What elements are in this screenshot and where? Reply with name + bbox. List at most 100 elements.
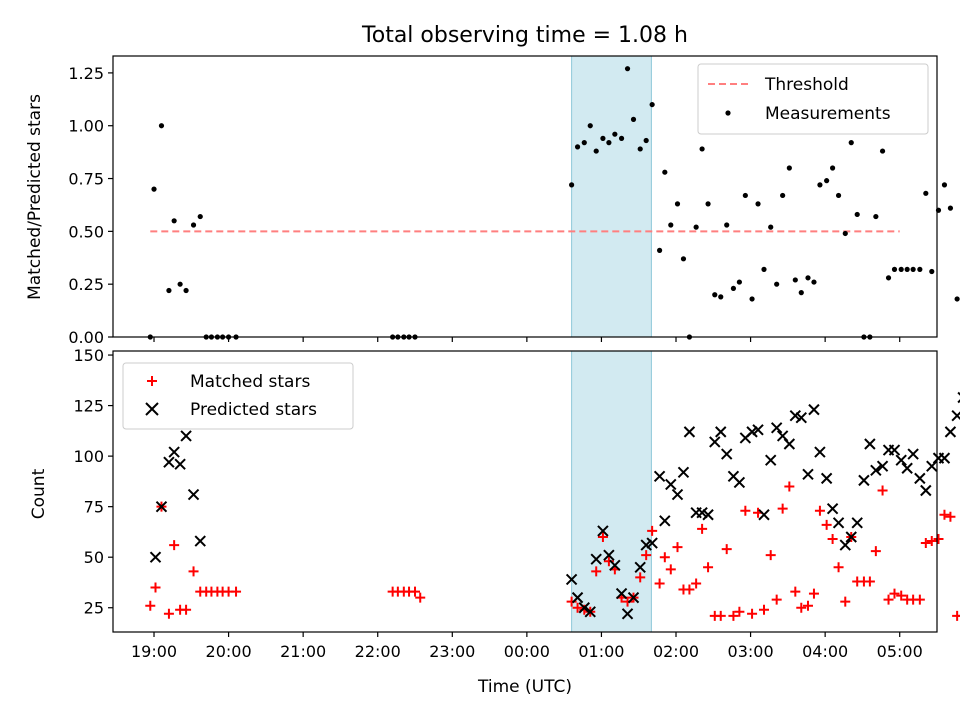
legend-top: Threshold Measurements <box>697 63 929 135</box>
legend-measurements-swatch <box>725 110 731 116</box>
matched-star-point <box>840 596 851 607</box>
matched-star-point <box>814 505 825 516</box>
measurement-point <box>891 266 898 272</box>
matched-star-point <box>231 586 242 597</box>
axes-frame <box>112 350 938 633</box>
panel-counts: 25 50 75 100 125 150 19:00 20:00 21:00 22:00 23:00… <box>73 346 960 661</box>
matched-star-point <box>796 602 807 613</box>
legend-bottom: Matched stars Predicted stars <box>122 362 354 430</box>
observing-window-span <box>571 55 652 338</box>
matched-star-point <box>181 604 192 615</box>
measurement-point <box>197 213 203 220</box>
matched-star-point <box>721 544 732 555</box>
y-tick-label: 0.75 <box>68 170 104 189</box>
x-tick-label: 02:00 <box>653 642 699 661</box>
predicted-star-point <box>888 444 901 456</box>
matched-star-point <box>659 552 670 563</box>
matched-star-point <box>889 588 900 599</box>
y-tick-label: 1.00 <box>68 117 104 136</box>
matched-star-point <box>597 531 608 542</box>
measurement-point <box>817 182 823 188</box>
predicted-star-point <box>609 559 621 571</box>
matched-star-point <box>665 564 676 575</box>
measurement-point <box>705 201 711 207</box>
measurement-point <box>923 190 929 196</box>
y-tick-label: 100 <box>73 447 104 466</box>
predicted-star-point <box>187 488 200 501</box>
matched-star-point <box>765 550 776 561</box>
predicted-star-point <box>683 426 696 438</box>
x-tick-label: 22:00 <box>355 642 401 661</box>
predicted-star-point <box>907 448 919 460</box>
matched-star-point <box>777 503 788 514</box>
axes-frame <box>112 55 938 338</box>
measurement-point <box>749 296 755 302</box>
measurement-point <box>768 224 774 230</box>
predicted-star-point <box>653 470 666 483</box>
measurement-point <box>736 279 742 285</box>
predicted-star-point <box>571 591 584 604</box>
predicted-star-point <box>597 525 609 537</box>
predicted-star-point <box>765 454 777 466</box>
measurement-point <box>780 192 786 199</box>
y-tick-label: 0.25 <box>68 275 104 294</box>
x-tick-label: 03:00 <box>728 642 774 661</box>
predicted-star-point <box>194 535 206 547</box>
measurement-point <box>177 281 183 287</box>
predicted-star-point <box>665 478 677 491</box>
predicted-star-point <box>802 468 814 481</box>
y-tick-label: 25 <box>84 599 104 618</box>
matched-star-point <box>914 594 925 605</box>
matched-star-point <box>870 546 881 557</box>
x-tick-label: 01:00 <box>578 642 624 661</box>
measurement-point <box>593 148 599 154</box>
predicted-star-point <box>839 539 851 551</box>
legend-matched-swatch <box>147 376 157 386</box>
predicted-star-point <box>870 464 882 476</box>
matched-star-point <box>188 566 199 577</box>
measurement-point <box>873 213 879 220</box>
x-tick-label: 05:00 <box>877 642 923 661</box>
measurement-point <box>680 256 687 262</box>
measurement-point <box>798 290 804 296</box>
y-tick-label: 150 <box>73 346 104 365</box>
matched-star-point <box>163 608 174 619</box>
measurement-point <box>805 275 811 281</box>
matched-star-point <box>169 540 180 551</box>
y-tick-label: 0.50 <box>68 222 104 241</box>
predicted-star-point <box>938 452 951 464</box>
measurement-point <box>190 222 197 228</box>
matched-star-point <box>877 485 888 496</box>
measurement-point <box>624 66 631 72</box>
matched-star-point <box>672 542 683 553</box>
measurement-point <box>730 285 737 292</box>
matched-star-point <box>833 562 844 573</box>
predicted-star-point <box>901 462 913 474</box>
matched-star-point <box>728 610 739 621</box>
measurement-point <box>898 266 904 272</box>
measurement-point <box>171 218 177 224</box>
matched-star-point <box>883 594 894 605</box>
matched-star-point <box>821 519 832 530</box>
x-tick-label: 00:00 <box>504 642 550 661</box>
matched-star-point <box>939 509 950 520</box>
matched-star-point <box>827 534 838 545</box>
measurement-point <box>910 266 916 272</box>
measurement-point <box>637 146 643 152</box>
matched-star-point <box>808 588 819 599</box>
predicted-star-point <box>851 517 863 529</box>
matched-star-point <box>734 606 745 617</box>
measurement-point <box>885 275 892 281</box>
predicted-star-point <box>914 472 926 485</box>
matched-star-point <box>896 590 907 601</box>
predicted-star-point <box>621 608 634 620</box>
matched-star-point <box>926 536 937 547</box>
matched-star-point <box>703 562 714 573</box>
predicted-star-point <box>864 438 876 450</box>
matched-star-point <box>920 538 931 549</box>
measurement-point <box>742 192 748 199</box>
predicted-star-point <box>783 438 796 450</box>
measurement-point <box>718 294 724 300</box>
matched-star-point <box>572 602 583 613</box>
legend-box <box>122 362 354 430</box>
